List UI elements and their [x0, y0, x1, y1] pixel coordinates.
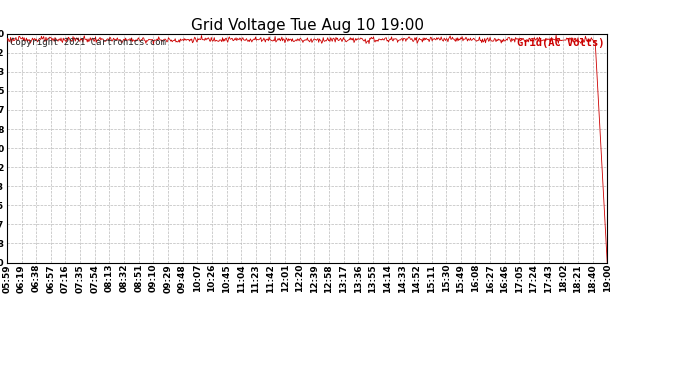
- Title: Grid Voltage Tue Aug 10 19:00: Grid Voltage Tue Aug 10 19:00: [190, 18, 424, 33]
- Text: Grid(AC Volts): Grid(AC Volts): [517, 38, 604, 48]
- Text: Copyright 2021 Cartronics.com: Copyright 2021 Cartronics.com: [10, 38, 166, 47]
